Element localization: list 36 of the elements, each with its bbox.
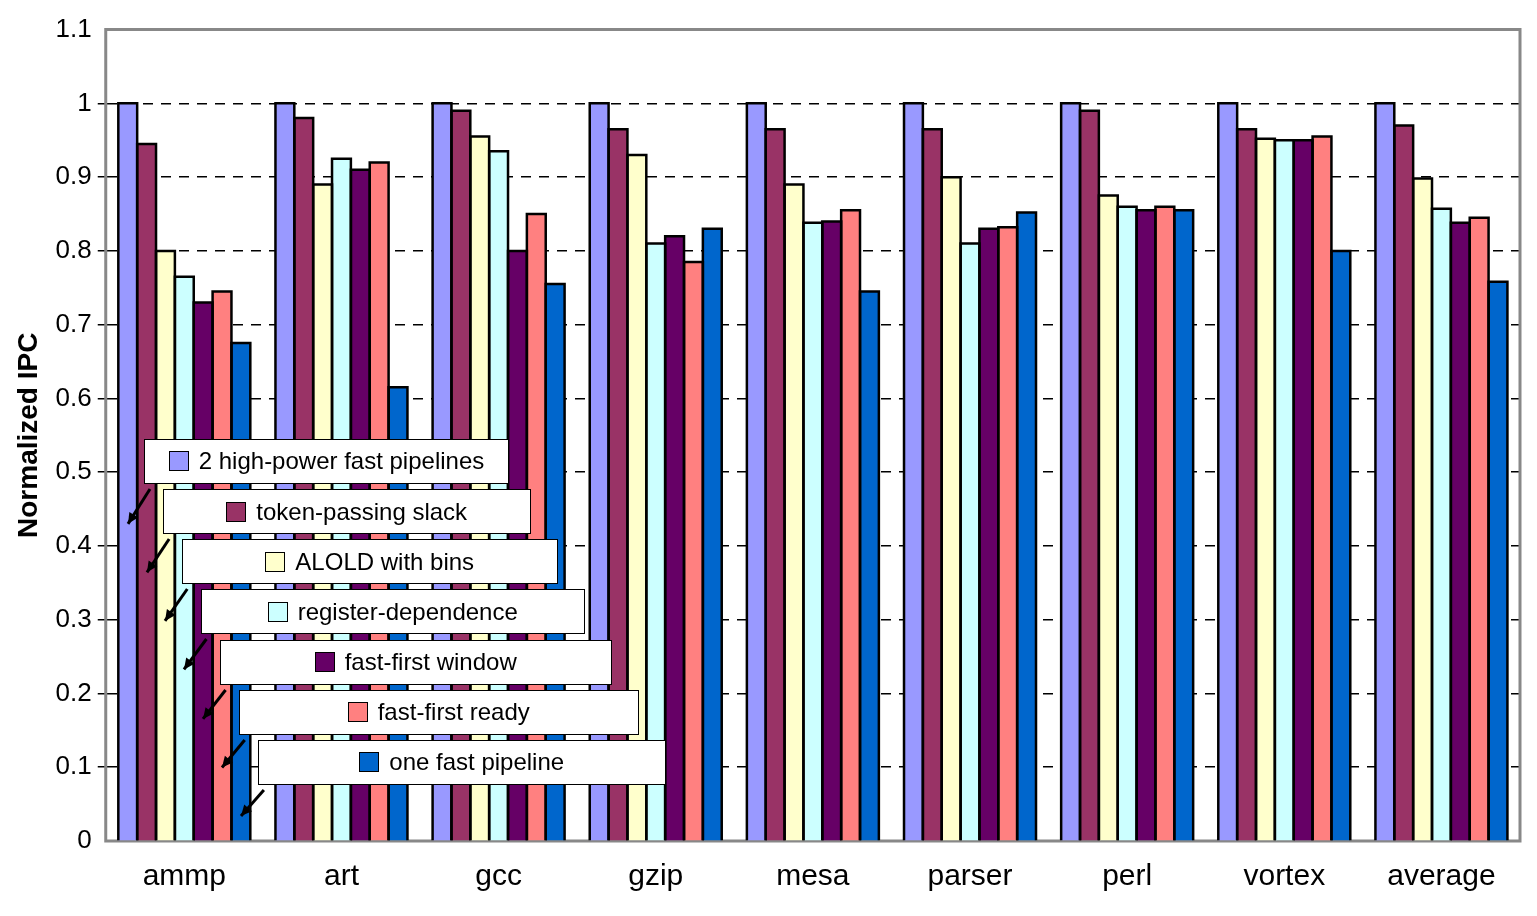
callout-box: token-passing slack <box>162 489 531 535</box>
y-tick-label: 0.2 <box>55 676 92 707</box>
y-tick-label: 0.8 <box>55 234 92 265</box>
callout-box: ALOLD with bins <box>181 539 558 585</box>
x-tick-label: gcc <box>475 858 522 892</box>
x-tick-label: perl <box>1102 858 1153 892</box>
y-tick-label: 0.6 <box>55 381 92 412</box>
y-tick-label: 1.1 <box>55 12 92 43</box>
callout-box: fast-first window <box>219 639 612 685</box>
callout-box: register-dependence <box>200 589 585 635</box>
y-tick-label: 0.3 <box>55 602 92 633</box>
callout-box: one fast pipeline <box>257 739 666 785</box>
x-tick-label: art <box>323 858 360 892</box>
y-axis-title: Normalized IPC <box>11 332 43 538</box>
y-tick-label: 0 <box>77 824 92 855</box>
legend-label: ALOLD with bins <box>295 547 475 576</box>
y-tick-label: 0.4 <box>55 529 92 560</box>
legend-label: fast-first ready <box>377 698 530 727</box>
legend-label: register-dependence <box>297 597 518 626</box>
legend-label: token-passing slack <box>256 497 468 526</box>
y-tick-label: 0.7 <box>55 307 92 338</box>
x-tick-label: gzip <box>628 858 684 892</box>
legend-label: 2 high-power fast pipelines <box>198 447 485 476</box>
x-tick-label: ammp <box>142 858 226 892</box>
legend-label: fast-first window <box>344 648 517 677</box>
x-tick-label: mesa <box>776 858 850 892</box>
x-tick-label: average <box>1387 858 1496 892</box>
callout-box: 2 high-power fast pipelines <box>143 439 510 484</box>
callout-box: fast-first ready <box>238 689 639 735</box>
legend-label: one fast pipeline <box>389 748 565 777</box>
y-tick-label: 0.1 <box>55 750 92 781</box>
y-tick-label: 0.9 <box>55 160 92 191</box>
y-tick-label: 1 <box>77 86 92 117</box>
x-tick-label: vortex <box>1243 858 1326 892</box>
y-tick-label: 0.5 <box>55 455 92 486</box>
x-tick-label: parser <box>927 858 1013 892</box>
